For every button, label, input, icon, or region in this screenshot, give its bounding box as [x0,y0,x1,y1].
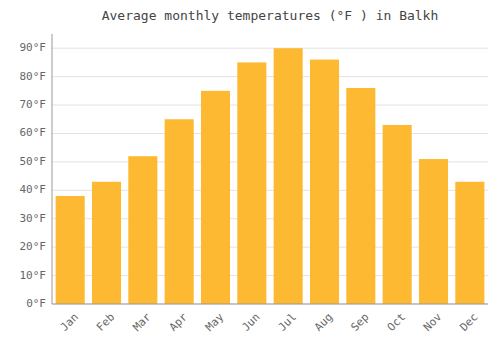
x-tick-label: Sep [348,311,371,334]
x-tick-label: Jun [239,311,262,334]
grid-line [52,304,488,305]
bar [346,88,375,304]
grid-line [52,133,488,134]
x-tick-label: Jul [276,311,299,334]
y-tick-label: 10°F [20,269,47,282]
bar [274,48,303,304]
title: Average monthly temperatures (°F ) in Ba… [102,8,439,23]
grid-line [52,105,488,106]
bar [237,62,266,304]
x-tick-label: Apr [167,310,191,334]
y-tick-label: 60°F [20,126,47,139]
bar [128,156,157,304]
y-tick-label: 70°F [20,98,47,111]
x-tick-label: May [203,310,227,334]
bar [455,182,484,304]
chart-container: 0°F 10°F 20°F 30°F 40°F 50°F 60°F 70°F 80°F 90°F J… [0,0,500,350]
x-tick-label: Mar [130,310,154,334]
y-tick-label: 80°F [20,70,47,83]
bar [201,91,230,304]
y-tick-label: 20°F [20,240,47,253]
x-tick-label: Oct [385,311,408,334]
grid [52,48,488,304]
grid-line [52,76,488,77]
x-tick-label: Dec [457,311,480,334]
bar [92,182,121,304]
grid-line [52,48,488,49]
bar [310,60,339,304]
y-tick-label: 30°F [20,212,47,225]
y-tick-label: 50°F [20,155,47,168]
x-tick-label: Aug [312,311,335,334]
y-axis-line [52,34,53,304]
x-axis-line [52,304,488,305]
y-axis: 0°F 10°F 20°F 30°F 40°F 50°F 60°F 70°F 80°F 90°F [20,41,47,310]
bar [419,159,448,304]
x-tick-label: Jan [58,311,81,334]
x-tick-label: Nov [421,310,445,334]
y-tick-label: 0°F [26,297,46,310]
y-tick-label: 90°F [20,41,47,54]
y-tick-label: 40°F [20,183,47,196]
bar [165,119,194,304]
bar [56,196,85,304]
chart-svg: 0°F 10°F 20°F 30°F 40°F 50°F 60°F 70°F 80°F 90°F J… [0,0,500,350]
bar [383,125,412,304]
x-tick-label: Feb [94,311,117,334]
x-axis: Jan Feb Mar Apr May Jun Jul Aug Sep Oct Nov Dec [58,310,481,334]
bars [56,48,485,304]
